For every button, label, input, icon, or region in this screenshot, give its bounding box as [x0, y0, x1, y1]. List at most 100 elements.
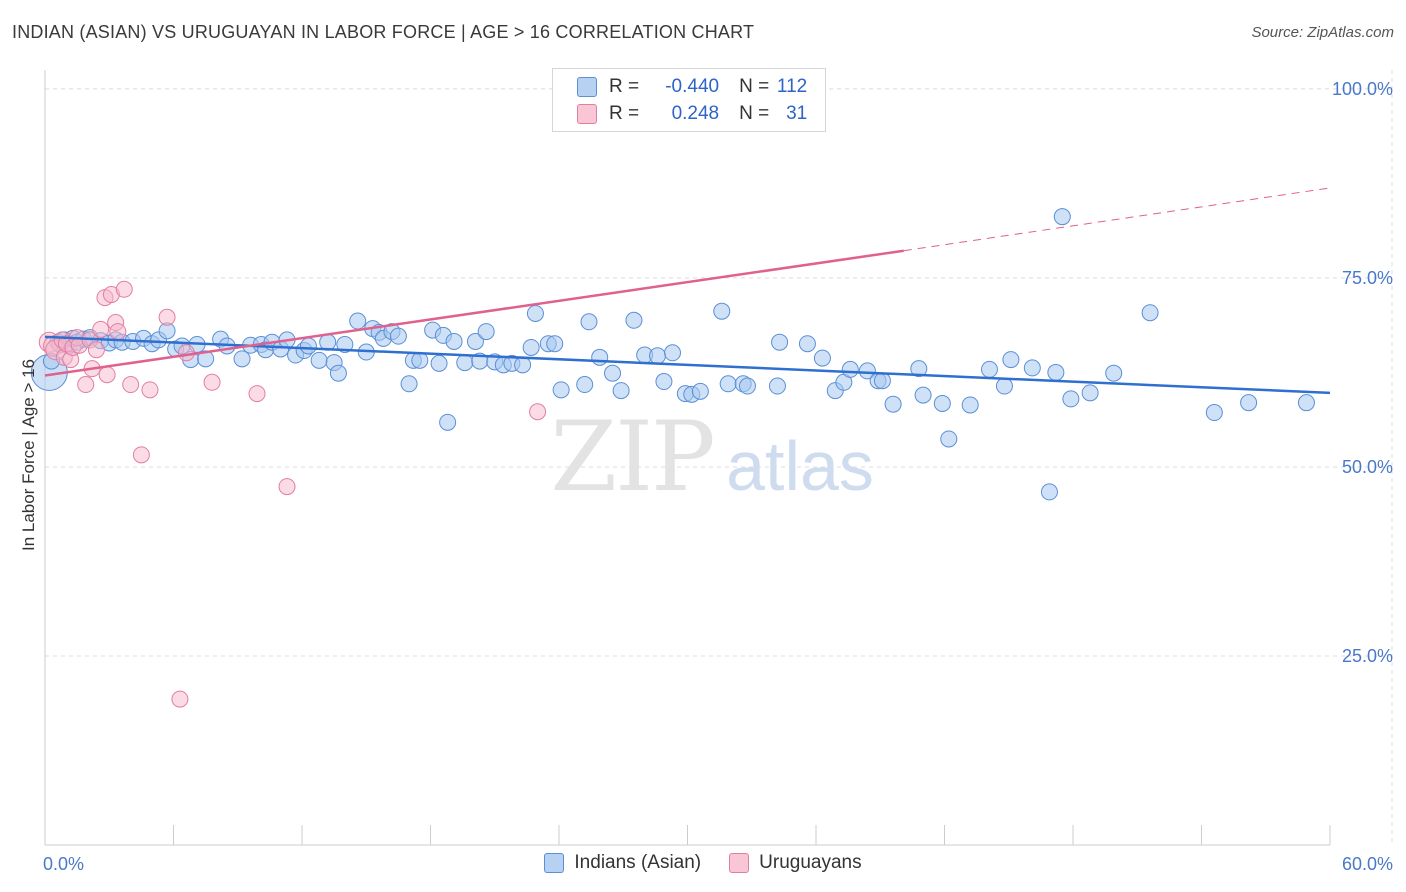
data-point-indians: [552, 381, 570, 399]
watermark: ZIP atlas: [550, 401, 874, 513]
data-point-uruguayans: [77, 376, 95, 394]
data-point-indians: [655, 373, 673, 391]
data-point-indians: [1040, 483, 1058, 501]
series-legend-label: Indians (Asian): [574, 852, 702, 873]
legend-swatch-pink: [577, 104, 597, 124]
data-point-indians: [445, 332, 463, 350]
data-point-indians: [336, 335, 354, 353]
data-point-uruguayans: [98, 366, 116, 384]
series-legend: Indians (Asian) Uruguayans: [0, 852, 1406, 874]
data-point-indians: [411, 351, 429, 369]
data-point-indians: [1002, 351, 1020, 369]
data-point-uruguayans: [115, 280, 133, 298]
data-point-uruguayans: [177, 344, 195, 362]
data-point-indians: [768, 377, 786, 395]
data-point-indians: [884, 395, 902, 413]
axes: [44, 70, 1331, 846]
data-point-indians: [514, 356, 532, 374]
data-point-indians: [612, 382, 630, 400]
y-tick-label: 75.0%: [1342, 268, 1393, 288]
data-point-indians: [576, 376, 594, 394]
data-point-indians: [1105, 364, 1123, 382]
x-tick-label-max: 60.0%: [1342, 854, 1393, 874]
data-point-indians: [858, 362, 876, 380]
data-point-indians: [526, 304, 544, 322]
tick-labels: 25.0% 50.0% 75.0% 100.0% 0.0% 60.0%: [43, 79, 1393, 874]
data-point-indians: [940, 430, 958, 448]
data-point-indians: [299, 337, 317, 355]
data-point-indians: [961, 396, 979, 414]
series-legend-uruguayans: Uruguayans: [729, 852, 862, 874]
data-point-indians: [798, 335, 816, 353]
legend-n-value: 112: [776, 76, 808, 97]
data-point-indians: [649, 347, 667, 365]
data-point-indians: [591, 348, 609, 366]
legend-row-indians: R = -0.440 N = 112: [577, 75, 807, 99]
data-point-indians: [914, 386, 932, 404]
data-point-indians: [1081, 384, 1099, 402]
gridlines: [45, 70, 1393, 845]
data-point-indians: [1023, 359, 1041, 377]
data-point-indians: [1297, 394, 1315, 412]
trend-line-uruguayans-extension: [903, 187, 1331, 252]
legend: R = -0.440 N = 112 R = 0.248 N = 31: [552, 68, 826, 132]
data-point-indians: [400, 375, 418, 393]
legend-swatch-blue: [577, 77, 597, 97]
trend-lines: [44, 187, 1331, 395]
data-point-indians: [466, 332, 484, 350]
data-point-indians: [546, 335, 564, 353]
series-indians-asian: [30, 208, 1315, 501]
legend-row-uruguayans: R = 0.248 N = 31: [577, 102, 807, 126]
legend-n-label: N =: [739, 103, 770, 124]
data-point-indians: [933, 394, 951, 412]
data-point-uruguayans: [158, 308, 176, 326]
legend-r-value: 0.248: [671, 103, 720, 124]
data-point-indians: [349, 312, 367, 330]
data-point-indians: [813, 349, 831, 367]
series-legend-swatch-blue: [544, 853, 565, 873]
data-point-indians: [477, 323, 495, 341]
data-point-uruguayans: [141, 381, 159, 399]
data-point-indians: [310, 351, 328, 369]
data-point-indians: [1062, 390, 1080, 408]
data-point-indians: [580, 313, 598, 331]
data-point-indians: [1053, 208, 1071, 226]
trend-line-indians: [44, 335, 1331, 395]
y-tick-label: 100.0%: [1332, 79, 1393, 99]
chart-title: INDIAN (ASIAN) VS URUGUAYAN IN LABOR FOR…: [12, 22, 755, 42]
data-point-indians: [604, 364, 622, 382]
watermark-zip: ZIP: [550, 401, 713, 513]
data-point-indians: [522, 338, 540, 356]
y-tick-label: 25.0%: [1342, 646, 1393, 666]
data-point-indians: [389, 327, 407, 345]
series-legend-swatch-pink: [729, 853, 750, 873]
trend-line-uruguayans: [44, 249, 904, 377]
data-point-indians: [329, 364, 347, 382]
data-point-uruguayans: [248, 385, 266, 403]
data-point-indians: [1141, 304, 1159, 322]
data-point-indians: [233, 350, 251, 368]
legend-r-value: -0.440: [665, 76, 720, 97]
data-point-uruguayans: [171, 690, 189, 708]
data-point-uruguayans: [87, 341, 105, 359]
series-legend-label: Uruguayans: [759, 852, 862, 873]
series-legend-indians: Indians (Asian): [544, 852, 701, 874]
data-point-indians: [719, 375, 737, 393]
data-point-uruguayans: [203, 373, 221, 391]
data-point-uruguayans: [529, 403, 547, 421]
legend-n-label: N =: [739, 76, 770, 97]
series-uruguayans: [38, 78, 823, 708]
data-point-indians: [691, 382, 709, 400]
data-point-indians: [713, 302, 731, 320]
data-point-uruguayans: [109, 323, 127, 341]
x-tick-label-min: 0.0%: [43, 854, 84, 874]
data-point-uruguayans: [122, 376, 140, 394]
data-point-indians: [841, 360, 859, 378]
data-point-indians: [664, 344, 682, 362]
y-axis-label: In Labor Force | Age > 16: [19, 359, 38, 551]
legend-r-label: R =: [609, 103, 640, 124]
data-point-indians: [439, 413, 457, 431]
data-point-indians: [625, 311, 643, 329]
legend-r-label: R =: [609, 76, 640, 97]
